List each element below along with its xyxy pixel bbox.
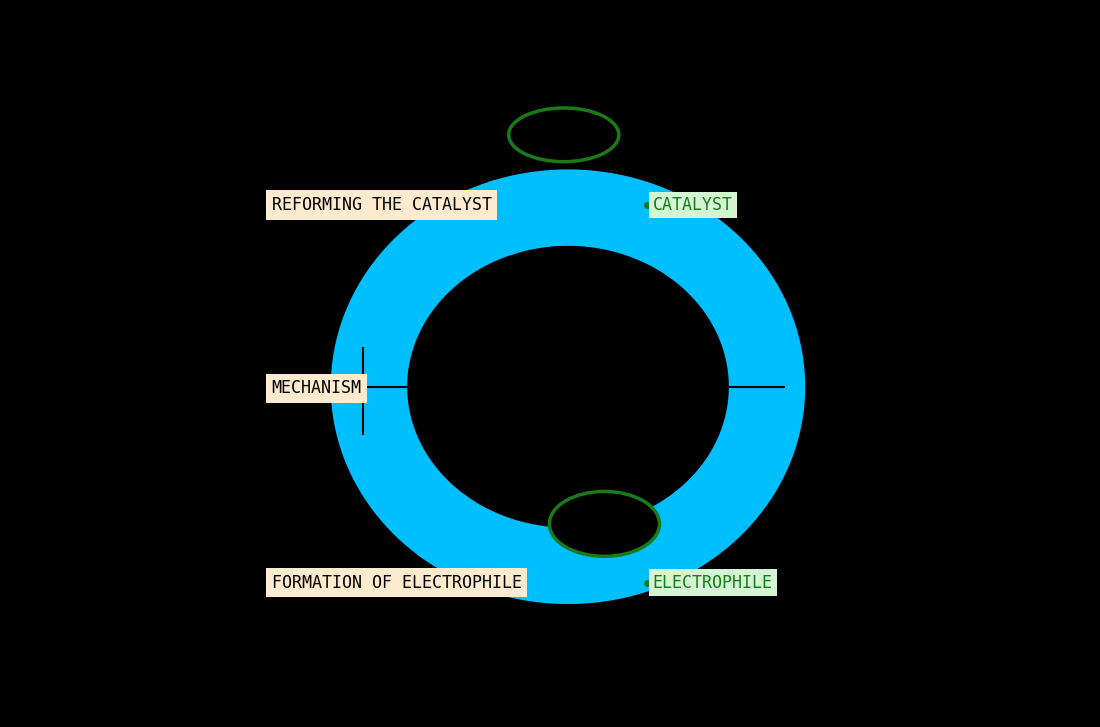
Text: 2: 2 (616, 516, 627, 534)
Text: CATALYST: CATALYST (652, 196, 733, 214)
Polygon shape (421, 510, 456, 543)
Text: NO: NO (583, 509, 613, 533)
Ellipse shape (549, 491, 660, 556)
Polygon shape (496, 198, 529, 238)
Text: MECHANISM: MECHANISM (272, 379, 362, 398)
Text: FORMATION OF ELECTROPHILE: FORMATION OF ELECTROPHILE (272, 574, 521, 592)
Text: REFORMING THE CATALYST: REFORMING THE CATALYST (272, 196, 492, 214)
Text: ELECTROPHILE: ELECTROPHILE (652, 574, 772, 592)
Ellipse shape (508, 108, 619, 161)
